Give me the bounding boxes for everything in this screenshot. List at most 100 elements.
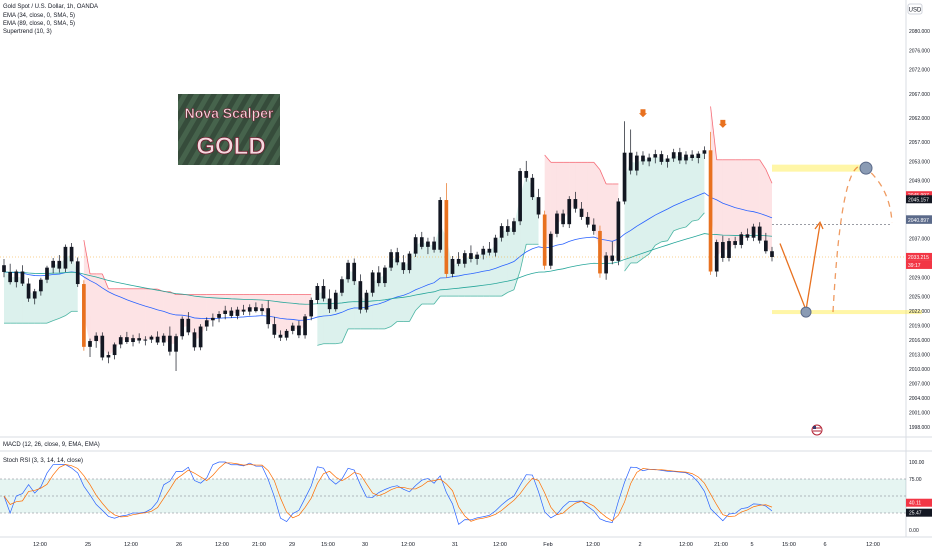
candle-body (672, 152, 676, 158)
candle-body (488, 249, 492, 253)
supertrend-fill-segment (489, 245, 495, 296)
candle-body (764, 241, 768, 252)
candle-body (414, 237, 418, 253)
candle-body (629, 153, 633, 171)
supertrend-fill-segment (16, 277, 22, 323)
supertrend-fill-segment (692, 156, 698, 221)
supertrend-fill-segment (643, 158, 649, 258)
candle-body (272, 324, 276, 335)
candle-body (297, 326, 301, 336)
candle-body (549, 234, 553, 266)
candle-body (309, 300, 313, 316)
flag-icon[interactable] (812, 425, 822, 435)
supertrend-fill-segment (151, 289, 157, 340)
candle-body (653, 154, 657, 157)
price-tick-label: 2057.000 (909, 140, 930, 146)
candle-body (174, 336, 178, 351)
supertrend-fill-segment (158, 289, 164, 340)
candle-body (180, 319, 184, 336)
candle-body (647, 158, 651, 162)
candle-body (45, 268, 49, 280)
price-badge-label: 2040.897 (908, 218, 929, 224)
time-tick-label: 5 (750, 542, 753, 548)
supertrend-fill-segment (649, 156, 655, 254)
candle-body (494, 238, 498, 253)
candle-body (567, 199, 571, 224)
candle-body (33, 291, 37, 298)
candle-body (690, 155, 694, 158)
supertrend-fill-segment (127, 289, 133, 340)
candle-body (445, 200, 449, 274)
candle-body (451, 259, 455, 274)
candle-body (531, 178, 535, 197)
indicator-label-supertrend[interactable]: Supertrend (10, 3) (3, 29, 52, 35)
supertrend-fill-segment (674, 155, 680, 230)
candle-body (70, 247, 74, 261)
price-tick-label: 2001.000 (909, 411, 930, 417)
supertrend-fill-segment (747, 160, 753, 236)
time-tick-label: 12:00 (215, 542, 229, 548)
macd-label[interactable]: MACD (12, 26, close, 9, EMA, EMA) (3, 442, 100, 448)
candle-body (432, 242, 436, 250)
candle-body (242, 310, 246, 312)
time-tick-label: 12:00 (679, 542, 693, 548)
candle-body (660, 154, 664, 162)
time-tick-label: 12:00 (33, 542, 47, 548)
candle-body (340, 279, 344, 293)
candle-body (696, 154, 700, 158)
stoch-badge-label: 40.11 (909, 501, 921, 507)
price-tick-label: 2010.000 (909, 367, 930, 373)
candle-body (481, 249, 485, 255)
indicator-label-ema89[interactable]: EMA (89, close, 0, SMA, 5) (3, 21, 75, 27)
stoch-label[interactable]: Stoch RSI (3, 3, 14, 14, close) (3, 458, 83, 464)
candle-body (94, 336, 98, 341)
time-tick-label: 12:00 (586, 542, 600, 548)
price-badge-label: 39:17 (908, 263, 921, 269)
time-tick-label: 26 (176, 542, 182, 548)
candle-body (752, 227, 756, 238)
indicator-label-ema34[interactable]: EMA (34, close, 0, SMA, 5) (3, 13, 75, 19)
candle-body (217, 314, 221, 318)
candle-body (186, 319, 190, 333)
supertrend-fill-segment (483, 251, 489, 296)
supertrend-fill-segment (698, 152, 704, 220)
candle-body (758, 227, 762, 241)
supertrend-fill-segment (655, 156, 661, 245)
time-tick-label: Feb (543, 542, 552, 548)
candle-body (408, 254, 412, 270)
candle-body (463, 253, 467, 264)
price-tick-label: 2049.000 (909, 179, 930, 185)
target-circle (860, 162, 872, 174)
candle-body (438, 200, 442, 250)
candle-body (57, 261, 61, 269)
supertrend-fill-segment (741, 160, 747, 240)
price-badge-label: 2045.157 (908, 197, 929, 203)
support-circle (801, 307, 811, 317)
candle-body (27, 284, 31, 299)
candle-body (199, 327, 203, 348)
candle-body (721, 242, 725, 258)
price-tick-label: 2062.000 (909, 116, 930, 122)
candle-body (150, 337, 154, 340)
supertrend-fill-segment (661, 158, 667, 242)
candle-body (359, 281, 363, 309)
candle-body (125, 337, 129, 342)
time-tick-label: 29 (289, 542, 295, 548)
candle-body (88, 341, 92, 347)
candle-body (8, 272, 12, 282)
candle-body (168, 336, 172, 352)
candle-body (291, 326, 295, 331)
candle-body (322, 286, 326, 299)
candle-body (395, 252, 399, 262)
price-tick-label: 2019.000 (909, 324, 930, 330)
supertrend-fill-segment (680, 156, 686, 228)
supertrend-fill-segment (139, 289, 145, 340)
macd-pane (0, 437, 906, 450)
candle-body (561, 214, 565, 225)
candle-body (383, 268, 387, 283)
candle-body (592, 225, 596, 231)
candle-body (254, 307, 258, 311)
candle-body (229, 311, 233, 316)
price-tick-label: 2072.000 (909, 68, 930, 74)
